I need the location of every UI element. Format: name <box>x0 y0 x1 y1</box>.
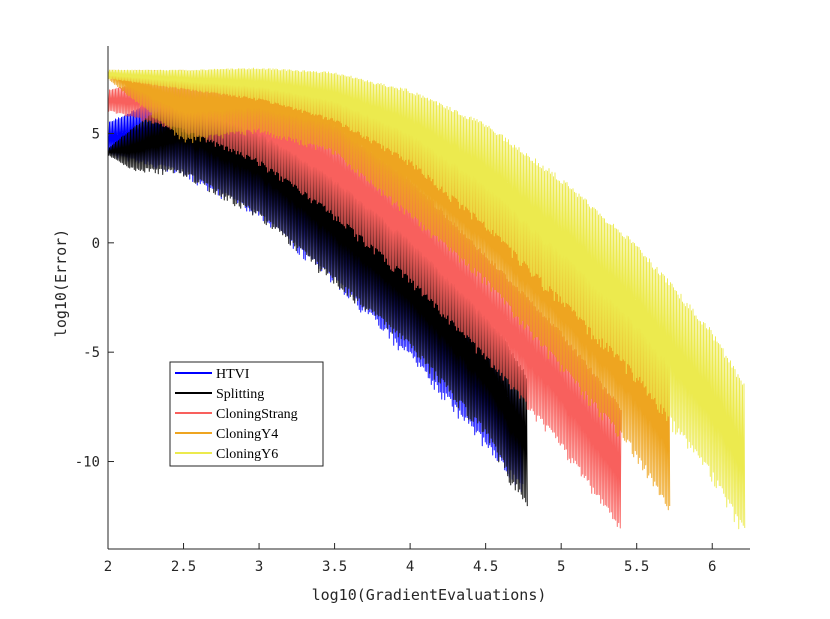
series-line-cloningy6 <box>107 67 746 530</box>
y-tick-label: 5 <box>92 126 100 142</box>
legend-label: HTVI <box>216 367 250 382</box>
legend-label: CloningY6 <box>216 447 278 462</box>
axes-layer <box>107 46 750 550</box>
legend: HTVI Splitting CloningStrang CloningY4 Cloni… <box>169 361 324 467</box>
x-tick-label: 3.5 <box>322 559 347 575</box>
x-tick-label: 2.5 <box>171 559 196 575</box>
legend-box <box>169 361 324 467</box>
y-axis-title: log10(Error) <box>52 229 70 337</box>
series-layer <box>107 67 746 530</box>
y-tick-label: -10 <box>75 455 100 471</box>
x-tick-label: 2 <box>104 559 112 575</box>
y-tick-label: 0 <box>92 236 100 252</box>
y-tick-label: -5 <box>83 345 100 361</box>
x-tick-label: 6 <box>708 559 716 575</box>
x-tick-label: 4 <box>406 559 414 575</box>
ticks-layer: 2 2.5 3 3.5 4 4.5 5 5.5 6 5 0 -5 -10 <box>75 126 717 575</box>
legend-label: CloningY4 <box>216 427 278 442</box>
x-tick-label: 4.5 <box>473 559 498 575</box>
x-axis-title: log10(GradientEvaluations) <box>312 586 547 604</box>
legend-label: CloningStrang <box>216 407 298 422</box>
x-tick-label: 5 <box>557 559 565 575</box>
x-tick-label: 5.5 <box>624 559 649 575</box>
legend-label: Splitting <box>216 387 264 402</box>
x-tick-label: 3 <box>255 559 263 575</box>
